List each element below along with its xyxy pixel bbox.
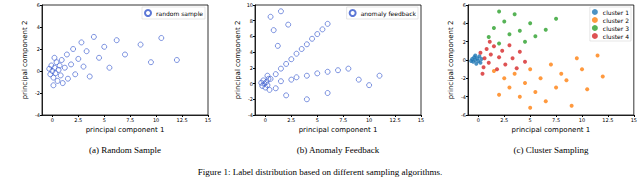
svg-text:12.5: 12.5 <box>389 117 400 123</box>
svg-text:0: 0 <box>463 57 466 63</box>
svg-text:7.5: 7.5 <box>552 117 560 123</box>
svg-text:5: 5 <box>103 117 106 123</box>
svg-text:2: 2 <box>37 46 40 52</box>
svg-text:15: 15 <box>205 117 211 123</box>
svg-text:cluster 1: cluster 1 <box>603 9 629 16</box>
svg-text:5: 5 <box>529 117 532 123</box>
svg-text:anomaly feedback: anomaly feedback <box>361 10 417 18</box>
svg-text:random sample: random sample <box>156 10 203 18</box>
svg-text:6: 6 <box>463 2 466 8</box>
svg-text:7.5: 7.5 <box>126 117 134 123</box>
svg-text:2: 2 <box>463 39 466 45</box>
svg-text:principal component 2: principal component 2 <box>21 21 29 100</box>
svg-text:0: 0 <box>477 117 480 123</box>
svg-text:8: 8 <box>250 18 253 24</box>
svg-text:Figure 1: Label distribution b: Figure 1: Label distribution based on di… <box>198 167 443 177</box>
svg-text:0: 0 <box>264 117 267 123</box>
svg-text:principal component 1: principal component 1 <box>86 126 165 134</box>
svg-text:-4: -4 <box>35 112 40 118</box>
svg-text:cluster 2: cluster 2 <box>603 17 629 24</box>
svg-text:-2: -2 <box>248 96 253 102</box>
svg-text:2.5: 2.5 <box>500 117 508 123</box>
svg-text:2.5: 2.5 <box>287 117 295 123</box>
svg-text:(a) Random Sample: (a) Random Sample <box>89 145 161 155</box>
svg-text:principal component 2: principal component 2 <box>234 21 242 100</box>
svg-text:10: 10 <box>579 117 585 123</box>
svg-text:4: 4 <box>250 49 253 55</box>
svg-text:12.5: 12.5 <box>602 117 613 123</box>
svg-text:10: 10 <box>153 117 159 123</box>
svg-text:4: 4 <box>37 24 40 30</box>
svg-text:2.5: 2.5 <box>74 117 82 123</box>
svg-text:principal component 2: principal component 2 <box>447 21 455 100</box>
svg-text:cluster 3: cluster 3 <box>603 25 629 32</box>
svg-text:15: 15 <box>631 117 637 123</box>
svg-text:(b) Anomaly Feedback: (b) Anomaly Feedback <box>297 145 380 155</box>
svg-text:6: 6 <box>250 33 253 39</box>
svg-text:2: 2 <box>250 65 253 71</box>
svg-text:principal component 1: principal component 1 <box>299 126 378 134</box>
svg-text:6: 6 <box>37 2 40 8</box>
svg-text:-4: -4 <box>461 94 466 100</box>
svg-text:principal component 1: principal component 1 <box>512 126 591 134</box>
svg-text:12.5: 12.5 <box>176 117 187 123</box>
svg-text:-2: -2 <box>35 90 40 96</box>
svg-text:4: 4 <box>463 20 466 26</box>
svg-text:15: 15 <box>418 117 424 123</box>
svg-text:0: 0 <box>250 81 253 87</box>
svg-text:10: 10 <box>247 2 253 8</box>
svg-text:-4: -4 <box>248 112 253 118</box>
svg-text:10: 10 <box>366 117 372 123</box>
svg-text:-6: -6 <box>461 112 466 118</box>
svg-text:5: 5 <box>316 117 319 123</box>
svg-text:cluster 4: cluster 4 <box>603 33 629 40</box>
svg-text:7.5: 7.5 <box>339 117 347 123</box>
svg-text:0: 0 <box>51 117 54 123</box>
svg-text:0: 0 <box>37 68 40 74</box>
svg-text:-2: -2 <box>461 75 466 81</box>
svg-text:(c) Cluster Sampling: (c) Cluster Sampling <box>514 145 589 155</box>
